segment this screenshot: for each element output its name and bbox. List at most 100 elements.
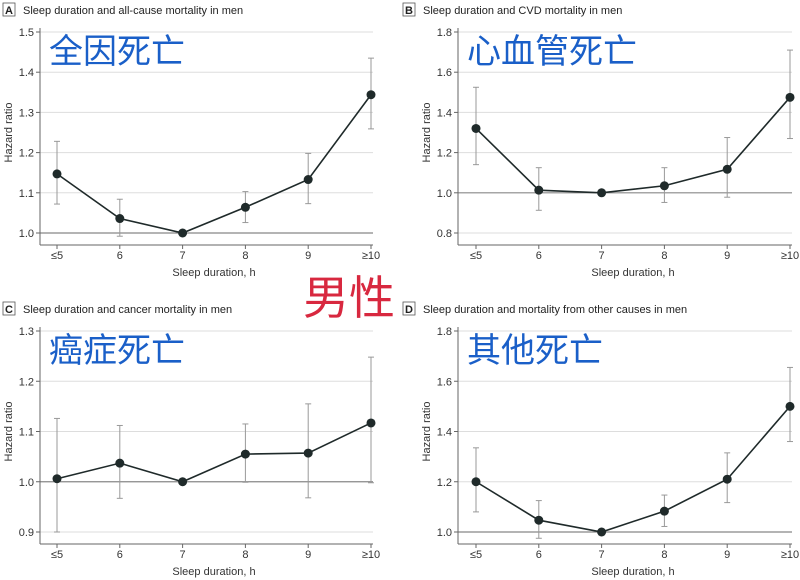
series-line	[475, 96, 791, 194]
overlay-label: 其他死亡	[467, 331, 603, 371]
x-tick-label: 7	[599, 250, 605, 262]
x-tick-label: 8	[661, 250, 667, 262]
panel-letter-box	[2, 2, 16, 17]
data-point	[366, 90, 376, 100]
x-tick-label: ≥10	[781, 250, 799, 262]
x-axis-label: Sleep duration, h	[591, 267, 674, 279]
x-axis-label: Sleep duration, h	[172, 267, 255, 279]
data-point	[659, 181, 669, 191]
x-tick-label: 8	[661, 549, 667, 561]
x-tick-label: ≤5	[470, 549, 482, 561]
panel-letter: D	[405, 304, 413, 316]
x-tick-label: 9	[724, 250, 730, 262]
panel-title: Sleep duration and all-cause mortality i…	[23, 5, 243, 17]
x-tick-label: 7	[180, 549, 186, 561]
y-axis-label: Hazard ratio	[421, 402, 433, 462]
data-point	[240, 449, 250, 459]
y-tick-label: 1.4	[437, 107, 452, 119]
data-point	[722, 474, 732, 484]
data-point	[534, 185, 544, 195]
panel-letter: B	[405, 5, 413, 17]
y-tick-label: 1.2	[437, 477, 452, 489]
panel-letter: A	[5, 5, 13, 17]
data-point	[303, 448, 313, 458]
panel-a: A Sleep duration and all-cause mortality …	[2, 2, 380, 279]
y-tick-label: 1.3	[19, 107, 34, 119]
data-point	[52, 474, 62, 484]
x-tick-label: 9	[724, 549, 730, 561]
y-axis-label: Hazard ratio	[3, 103, 15, 163]
data-point	[597, 527, 607, 537]
panel-title: Sleep duration and CVD mortality in men	[423, 5, 622, 17]
y-tick-label: 1.6	[437, 67, 452, 79]
center-label: 男性	[303, 271, 395, 325]
x-tick-label: 9	[305, 549, 311, 561]
x-tick-label: ≤5	[470, 250, 482, 262]
y-tick-label: 1.4	[437, 427, 452, 439]
y-tick-label: 1.0	[437, 527, 452, 539]
data-point	[471, 123, 481, 133]
x-tick-label: 6	[536, 250, 542, 262]
y-tick-label: 0.8	[437, 228, 452, 240]
data-point	[534, 515, 544, 525]
series-line	[56, 94, 372, 234]
series-line	[475, 405, 791, 533]
y-tick-label: 1.0	[437, 188, 452, 200]
panel-d: D Sleep duration and mortality from other…	[402, 301, 799, 578]
y-axis-label: Hazard ratio	[3, 402, 15, 462]
x-tick-label: 7	[599, 549, 605, 561]
x-tick-label: 9	[305, 250, 311, 262]
y-axis-label: Hazard ratio	[421, 103, 433, 163]
panel-letter-box	[402, 2, 416, 17]
x-tick-label: ≥10	[362, 549, 380, 561]
y-tick-label: 1.2	[19, 376, 34, 388]
data-point	[240, 202, 250, 212]
y-tick-label: 1.0	[19, 477, 34, 489]
panel-letter: C	[5, 304, 13, 316]
data-point	[597, 188, 607, 198]
y-tick-label: 1.6	[437, 376, 452, 388]
data-point	[115, 214, 125, 224]
overlay-label: 心血管死亡	[467, 32, 637, 72]
panel-letter-box	[2, 301, 16, 316]
y-tick-label: 1.2	[437, 148, 452, 160]
panel-title: Sleep duration and cancer mortality in m…	[23, 304, 232, 316]
x-tick-label: 8	[242, 549, 248, 561]
x-tick-label: ≥10	[362, 250, 380, 262]
overlay-label: 全因死亡	[49, 32, 185, 72]
x-axis-label: Sleep duration, h	[172, 566, 255, 578]
data-point	[115, 458, 125, 468]
x-axis-label: Sleep duration, h	[591, 566, 674, 578]
x-tick-label: 8	[242, 250, 248, 262]
x-tick-label: ≤5	[51, 250, 63, 262]
data-point	[178, 477, 188, 487]
y-tick-label: 1.2	[19, 148, 34, 160]
data-point	[52, 169, 62, 179]
panel-title: Sleep duration and mortality from other …	[423, 304, 687, 316]
y-tick-label: 1.1	[19, 427, 34, 439]
y-tick-label: 1.0	[19, 228, 34, 240]
panel-letter-box	[402, 301, 416, 316]
x-tick-label: 6	[117, 250, 123, 262]
y-tick-label: 0.9	[19, 527, 34, 539]
x-tick-label: ≥10	[781, 549, 799, 561]
panel-b: B Sleep duration and CVD mortality in men…	[402, 2, 799, 279]
data-point	[785, 92, 795, 102]
y-tick-label: 1.3	[19, 326, 34, 338]
x-tick-label: ≤5	[51, 549, 63, 561]
y-tick-label: 1.8	[437, 27, 452, 39]
series-line	[56, 422, 372, 483]
data-point	[303, 175, 313, 185]
y-tick-label: 1.5	[19, 27, 34, 39]
overlay-label: 癌症死亡	[49, 331, 185, 371]
data-point	[178, 228, 188, 238]
y-tick-label: 1.1	[19, 188, 34, 200]
data-point	[785, 401, 795, 411]
panel-c: C Sleep duration and cancer mortality in …	[2, 301, 380, 578]
y-tick-label: 1.4	[19, 67, 34, 79]
data-point	[722, 164, 732, 174]
data-point	[471, 477, 481, 487]
x-tick-label: 6	[117, 549, 123, 561]
